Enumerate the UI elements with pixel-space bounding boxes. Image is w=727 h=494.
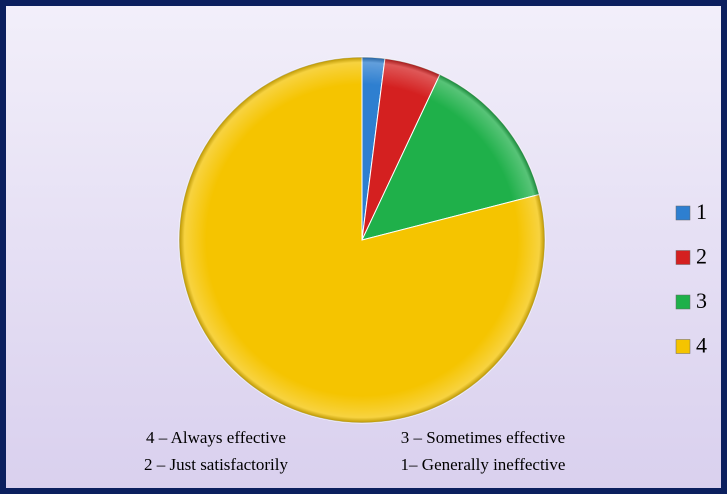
legend-label: 3 <box>696 288 707 313</box>
legend: 1 2 3 4 <box>675 199 707 358</box>
legend-swatch <box>675 205 691 221</box>
annotation: 3 – Sometimes effective <box>401 428 565 447</box>
legend-label: 4 <box>696 333 707 358</box>
legend-label: 1 <box>696 199 707 224</box>
pie <box>178 56 546 424</box>
annotation: 1– Generally ineffective <box>401 455 566 474</box>
legend-label: 2 <box>696 244 707 269</box>
annotation: 4 – Always effective <box>146 428 286 447</box>
annotation: 2 – Just satisfactorily <box>144 455 289 474</box>
annotations: 4 – Always effective 3 – Sometimes effect… <box>144 428 565 474</box>
legend-swatch <box>675 294 691 310</box>
legend-swatch <box>675 339 691 354</box>
legend-swatch <box>675 250 691 265</box>
